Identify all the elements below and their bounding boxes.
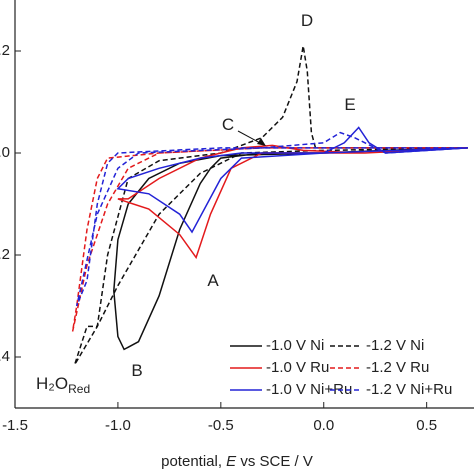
legend-label: -1.0 V Ni: [266, 337, 324, 354]
x-tick-label: 0.0: [313, 417, 334, 434]
y-tick-label: 0.2: [0, 42, 10, 59]
annotation: E: [344, 95, 355, 114]
series-line: [116, 126, 468, 234]
legend-label: -1.2 V Ni+Ru: [366, 381, 452, 398]
annotation-text: C: [222, 115, 234, 134]
annotation-text: B: [131, 361, 142, 380]
x-tick-label: -1.0: [105, 417, 131, 434]
x-tick-label: -0.5: [208, 417, 234, 434]
series-line: [75, 131, 468, 307]
series-line: [71, 147, 468, 332]
annotation: H₂ORed: [36, 374, 90, 396]
arrow-head: [257, 138, 266, 146]
annotation-text: A: [207, 271, 219, 290]
x-tick-label: 0.5: [416, 417, 437, 434]
annotation-text: D: [301, 11, 313, 30]
legend-label: -1.0 V Ru: [266, 359, 329, 376]
legend-label: -1.0 V Ni+Ru: [266, 381, 352, 398]
x-axis-label: potential, E vs SCE / V: [161, 453, 313, 470]
annotation: B: [131, 361, 142, 380]
annotation-text: H₂O: [36, 374, 68, 393]
y-tick-label: -0.2: [0, 246, 10, 263]
series-line: [73, 45, 468, 365]
x-tick-label: -1.5: [2, 417, 28, 434]
annotation: A: [207, 271, 219, 290]
series-line: [117, 144, 468, 260]
annotation-text: E: [344, 95, 355, 114]
arrow: [237, 130, 263, 145]
y-tick-label: -0.4: [0, 348, 10, 365]
y-tick-label: 0.0: [0, 144, 10, 161]
series-line: [113, 147, 468, 351]
legend-label: -1.2 V Ni: [366, 337, 424, 354]
annotation: D: [301, 11, 313, 30]
annotation: C: [222, 115, 234, 134]
legend-label: -1.2 V Ru: [366, 359, 429, 376]
annotation-subscript: Red: [68, 382, 90, 396]
